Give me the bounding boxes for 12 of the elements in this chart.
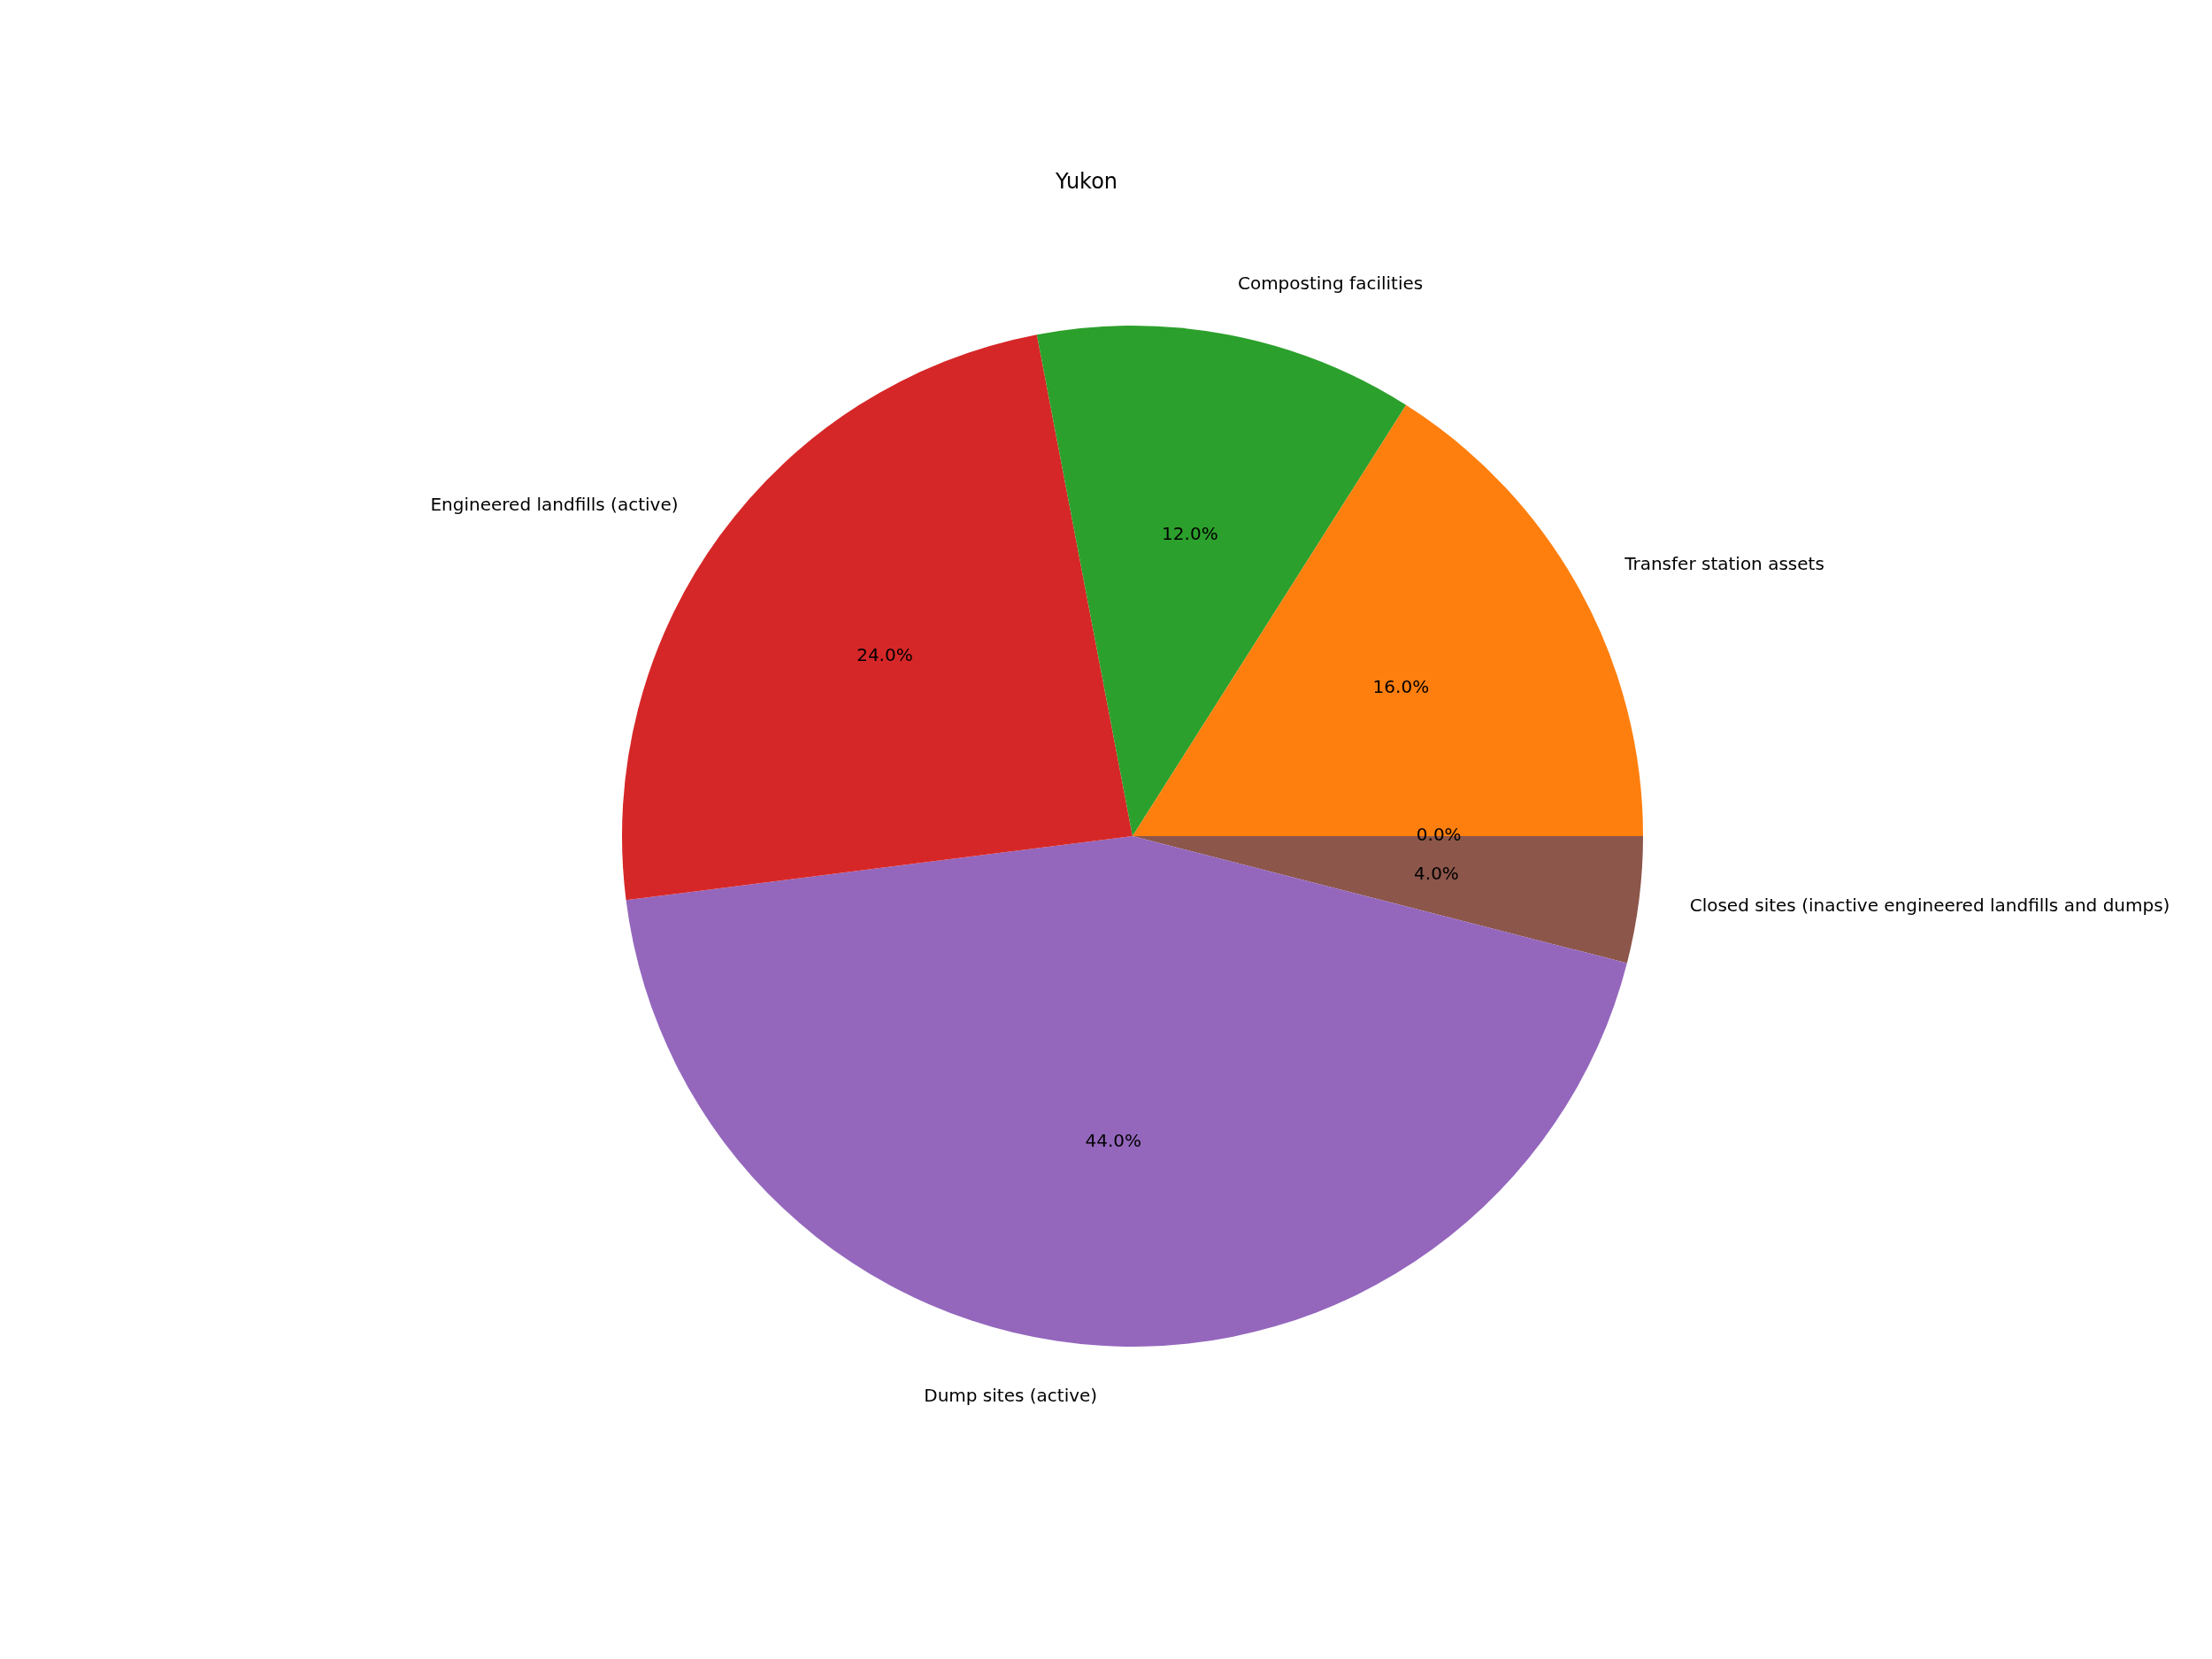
chart-title: Yukon [1054,169,1118,195]
data-label: 24.0% [856,643,913,665]
data-label: 16.0% [1372,676,1430,698]
slice-label: Engineered landfills (active) [430,494,679,516]
slice-label: Composting facilities [1237,272,1424,294]
slice-label: Dump sites (active) [924,1384,1098,1406]
data-label: 44.0% [1085,1129,1142,1151]
slice-label: Transfer station assets [1624,553,1824,575]
slice-label: Closed sites (inactive engineered landfills and dumps) [1689,894,2170,916]
data-label: 4.0% [1414,862,1459,884]
data-label: 12.0% [1162,523,1218,545]
text: 0.0% [1416,824,1462,846]
